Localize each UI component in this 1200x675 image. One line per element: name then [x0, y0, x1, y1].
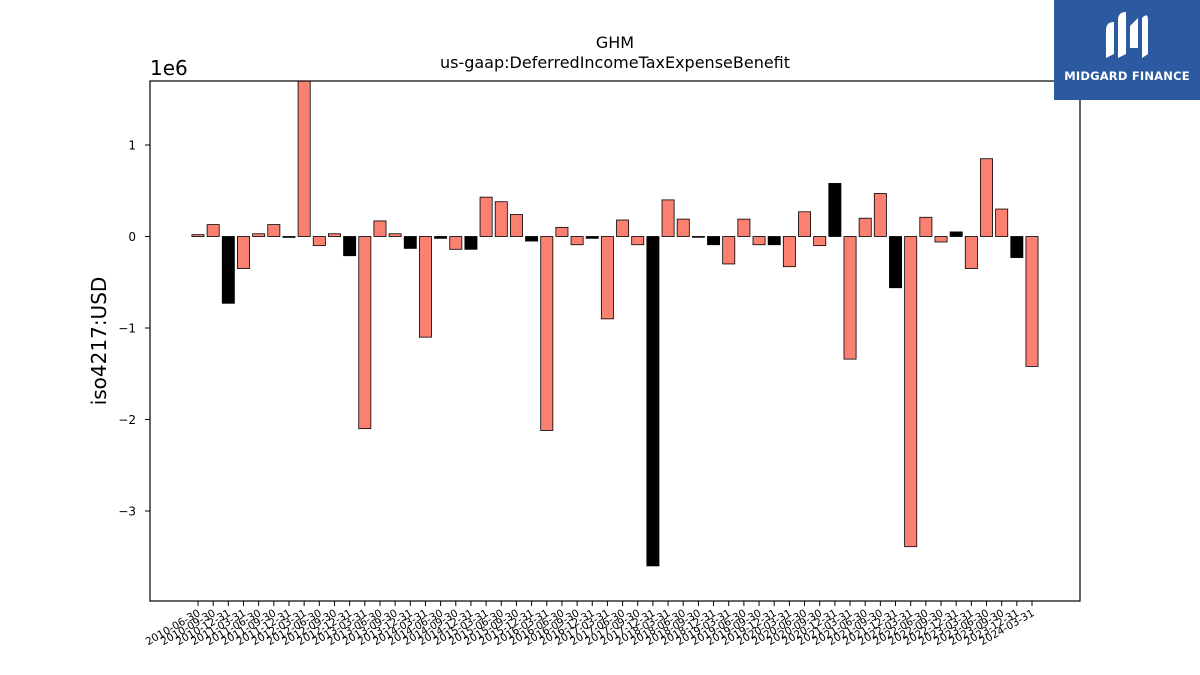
- bar: [782, 236, 796, 268]
- bar: [403, 236, 417, 249]
- bar: [585, 236, 599, 239]
- brand-name: MIDGARD FINANCE: [1064, 69, 1190, 83]
- bar: [282, 236, 296, 238]
- y-axis-label: iso4217:USD: [87, 277, 111, 406]
- bar: [691, 236, 705, 238]
- bar: [798, 211, 812, 237]
- bar: [980, 158, 993, 237]
- bar: [813, 236, 827, 247]
- bar: [237, 236, 250, 269]
- bar: [540, 236, 554, 431]
- y-tick-label: 0: [128, 230, 136, 244]
- bar: [312, 236, 326, 247]
- bar: [509, 214, 523, 237]
- bar: [631, 236, 645, 246]
- bar: [873, 193, 887, 237]
- bar: [267, 224, 281, 237]
- bar: [661, 199, 675, 237]
- midgard-logo-icon: [1106, 12, 1148, 58]
- bar: [646, 236, 660, 567]
- bar: [964, 236, 978, 269]
- chart-title: GHM: [596, 33, 634, 52]
- bar: [297, 80, 311, 237]
- bar: [919, 216, 933, 237]
- bar: [449, 236, 463, 250]
- bar: [767, 236, 781, 246]
- y-tick-label: −1: [118, 322, 136, 336]
- bar: [221, 236, 235, 304]
- y-scale-multiplier: 1e6: [150, 56, 188, 80]
- bar: [191, 234, 205, 237]
- bar: [479, 196, 493, 237]
- bar: [949, 231, 963, 237]
- bar: [373, 220, 387, 237]
- bar: [858, 217, 872, 237]
- bar: [676, 218, 690, 237]
- bar: [752, 236, 766, 246]
- bar: [995, 208, 1009, 237]
- y-tick-label: 1: [128, 139, 136, 153]
- bar: [707, 236, 721, 246]
- y-axis: −3 −2 −1 0 1: [118, 139, 150, 519]
- bar: [843, 236, 857, 360]
- bar: [206, 224, 220, 237]
- bar: [418, 236, 432, 338]
- bar: [1010, 236, 1024, 258]
- bar: [343, 236, 357, 257]
- bar: [525, 236, 539, 242]
- bar: [570, 236, 584, 246]
- bars-group: [191, 80, 1039, 567]
- bar: [494, 201, 508, 237]
- bar: [600, 236, 614, 320]
- bar: [1025, 236, 1039, 367]
- bar: [904, 236, 918, 548]
- bar: [434, 236, 448, 239]
- bar: [889, 236, 902, 289]
- bar: [828, 183, 842, 237]
- y-tick-label: −2: [118, 413, 136, 427]
- y-tick-label: −3: [118, 505, 136, 519]
- bar: [358, 236, 372, 430]
- bar: [388, 233, 402, 237]
- bar: [934, 236, 948, 243]
- bar: [252, 233, 266, 237]
- bar: [555, 226, 569, 237]
- bar: [616, 219, 630, 237]
- plot-frame: [149, 80, 1081, 602]
- bar: [737, 218, 751, 237]
- bar: [328, 233, 341, 237]
- bar: [464, 236, 478, 250]
- x-axis: 2010-06-302010-09-302010-12-312011-03-31…: [144, 601, 1037, 648]
- chart-subtitle: us-gaap:DeferredIncomeTaxExpenseBenefit: [440, 53, 790, 72]
- brand-logo: MIDGARD FINANCE: [1054, 0, 1200, 100]
- bar: [722, 236, 736, 265]
